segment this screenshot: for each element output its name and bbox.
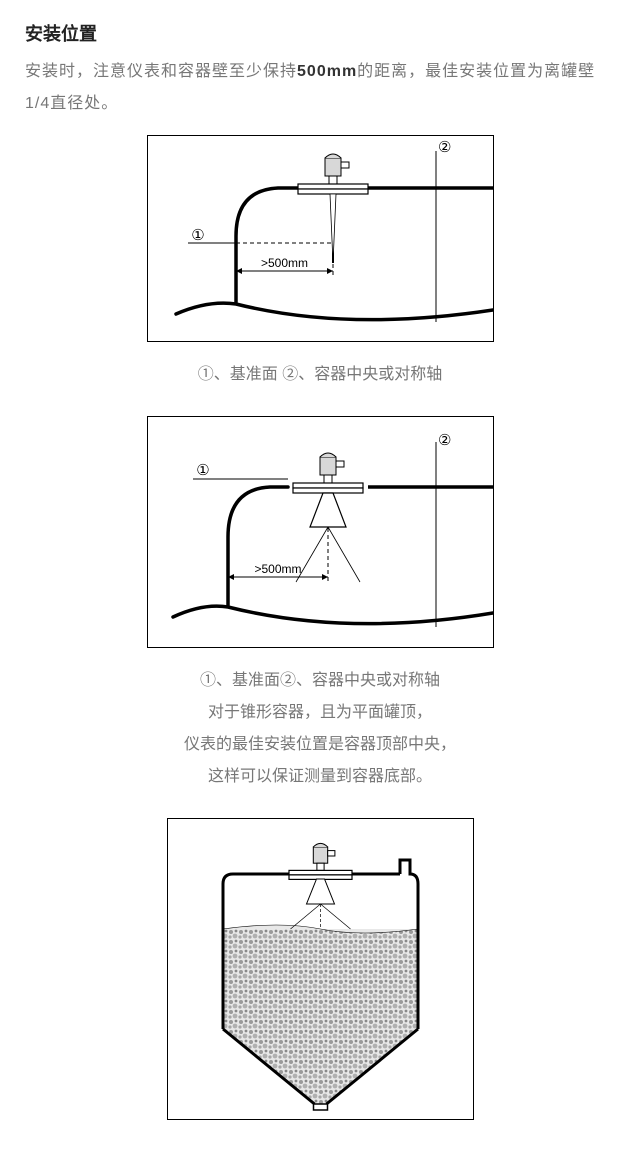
figure-1-frame: ① ② >500mm	[147, 135, 494, 342]
svg-text:②: ②	[438, 139, 451, 156]
intro-strong: 500mm	[297, 63, 357, 80]
figure-2-frame: ① ② >500mm	[147, 416, 494, 648]
figure-3-frame	[167, 818, 474, 1120]
figure-1-caption: ①、基准面 ②、容器中央或对称轴	[25, 359, 615, 391]
svg-text:>500mm: >500mm	[254, 562, 301, 576]
figure-1-diagram: ① ② >500mm	[148, 136, 493, 341]
figure-2-diagram: ① ② >500mm	[148, 417, 493, 647]
figure-2-caption-line-0: ①、基准面②、容器中央或对称轴	[25, 665, 615, 697]
svg-text:②: ②	[438, 432, 451, 449]
svg-text:①: ①	[196, 462, 209, 479]
figure-2-caption-line-1: 对于锥形容器，且为平面罐顶，	[25, 697, 615, 729]
figure-3-wrap	[25, 818, 615, 1125]
figure-2-caption: ①、基准面②、容器中央或对称轴 对于锥形容器，且为平面罐顶， 仪表的最佳安装位置…	[25, 665, 615, 793]
intro-paragraph: 安装时，注意仪表和容器壁至少保持500mm的距离，最佳安装位置为离罐壁1/4直径…	[25, 56, 615, 120]
figure-2-caption-line-2: 仪表的最佳安装位置是容器顶部中央，	[25, 729, 615, 761]
intro-text-pre: 安装时，注意仪表和容器壁至少保持	[25, 63, 297, 80]
figure-2-caption-line-3: 这样可以保证测量到容器底部。	[25, 761, 615, 793]
section-heading: 安装位置	[25, 20, 615, 46]
svg-text:①: ①	[191, 227, 204, 244]
figure-1-wrap: ① ② >500mm ①、基准面 ②、容器中央或对称轴	[25, 135, 615, 391]
figure-2-wrap: ① ② >500mm ①、基准面②、容器中央或对称轴 对于锥形容器，且为平面罐顶， …	[25, 416, 615, 793]
svg-text:>500mm: >500mm	[260, 256, 307, 270]
figure-3-diagram	[168, 819, 473, 1119]
